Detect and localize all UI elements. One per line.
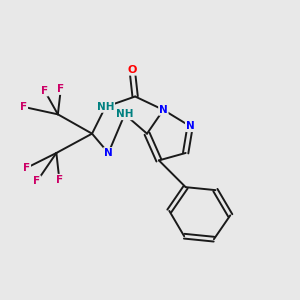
Text: F: F <box>41 85 48 96</box>
Text: N: N <box>186 121 194 131</box>
Text: F: F <box>20 102 27 112</box>
Text: O: O <box>128 65 137 75</box>
Text: F: F <box>23 163 30 173</box>
Text: N: N <box>104 148 113 158</box>
Text: F: F <box>34 176 40 186</box>
Text: NH: NH <box>116 109 134 119</box>
Text: NH: NH <box>97 102 114 112</box>
Text: F: F <box>57 84 64 94</box>
Text: F: F <box>56 175 63 185</box>
Text: N: N <box>159 105 168 115</box>
